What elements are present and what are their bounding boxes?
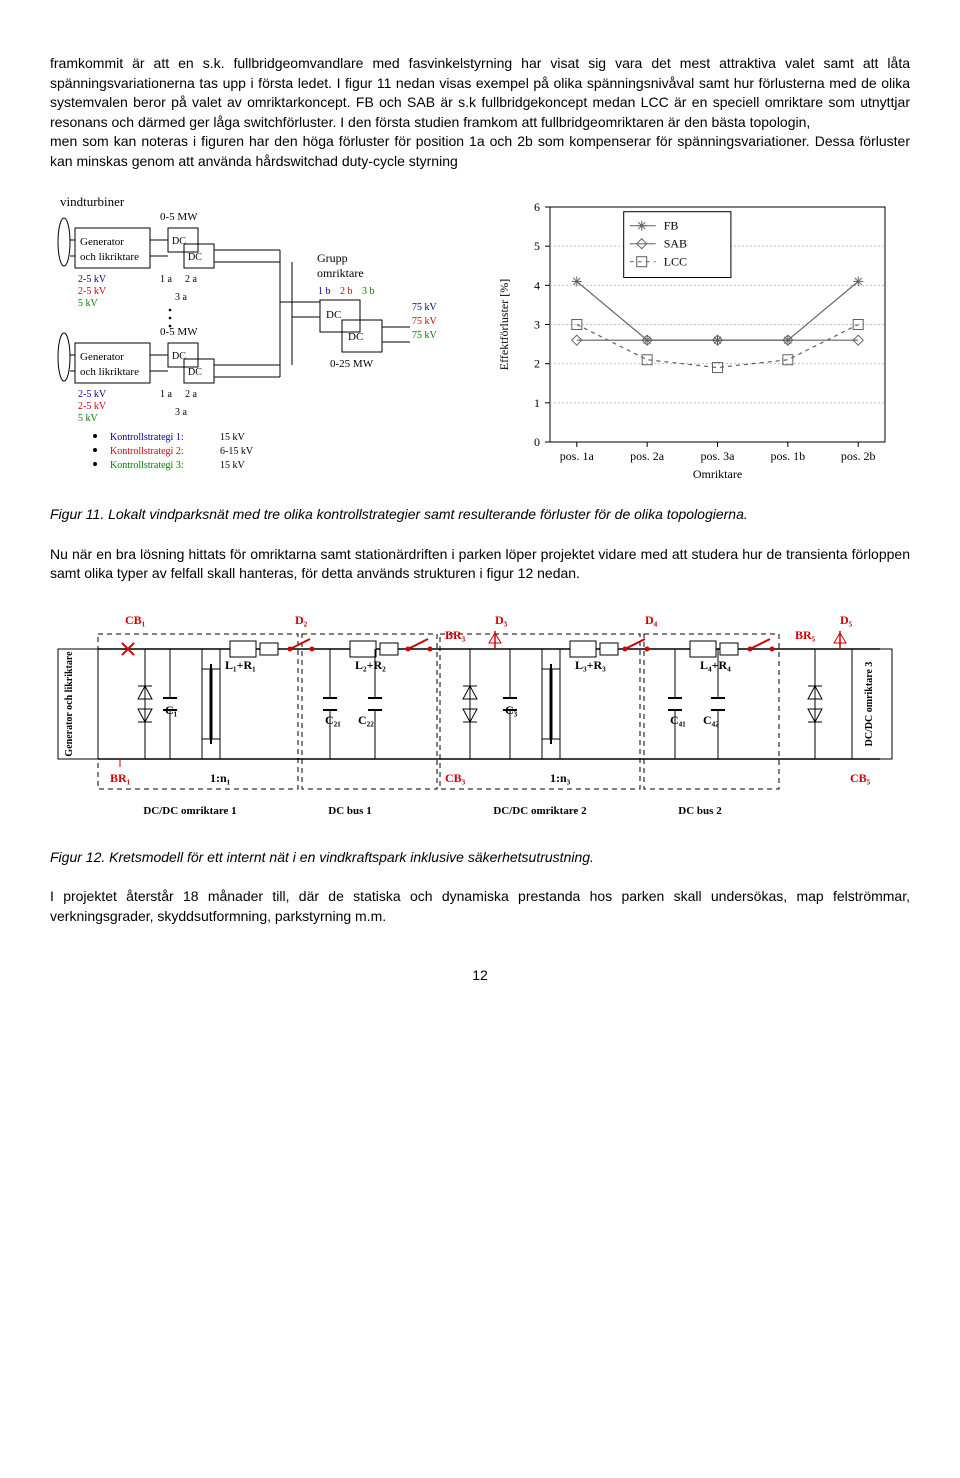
svg-text:Generator och likriktare: Generator och likriktare: [64, 651, 75, 757]
svg-text:0-5 MW: 0-5 MW: [160, 211, 198, 223]
svg-text:1: 1: [534, 395, 540, 409]
svg-text:omriktare: omriktare: [317, 266, 364, 280]
svg-text:pos. 1a: pos. 1a: [560, 449, 595, 463]
svg-text:SAB: SAB: [664, 236, 687, 250]
svg-text:D₄: D₄: [645, 613, 658, 627]
svg-text:pos. 1b: pos. 1b: [771, 449, 806, 463]
svg-text:75 kV: 75 kV: [412, 330, 438, 341]
svg-text:2 a: 2 a: [185, 389, 198, 400]
paragraph-3: I projektet återstår 18 månader till, dä…: [50, 887, 910, 926]
svg-text:DC/DC omriktare 3: DC/DC omriktare 3: [864, 662, 875, 747]
svg-text:DC: DC: [348, 331, 363, 343]
svg-text:1 b: 1 b: [318, 286, 331, 297]
svg-text:C₂₂: C₂₂: [358, 713, 374, 727]
svg-text:C₁: C₁: [165, 703, 178, 717]
svg-text:Generator: Generator: [80, 351, 124, 363]
svg-text:15 kV: 15 kV: [220, 460, 246, 471]
svg-text:DC/DC omriktare 2: DC/DC omriktare 2: [493, 805, 587, 817]
svg-text:Kontrollstrategi 1:: Kontrollstrategi 1:: [110, 432, 184, 443]
svg-text:DC: DC: [188, 252, 202, 263]
svg-text:5 kV: 5 kV: [78, 413, 99, 424]
svg-text:2 b: 2 b: [340, 286, 353, 297]
svg-text:2-5 kV: 2-5 kV: [78, 389, 107, 400]
svg-text:och likriktare: och likriktare: [80, 366, 139, 378]
svg-text:75 kV: 75 kV: [412, 316, 438, 327]
svg-text:3: 3: [534, 317, 540, 331]
paragraph-1: framkommit är att en s.k. fullbridgeomva…: [50, 54, 910, 172]
svg-text:2-5 kV: 2-5 kV: [78, 286, 107, 297]
svg-text:FB: FB: [664, 218, 679, 232]
svg-text:LCC: LCC: [664, 254, 687, 268]
svg-text:L₄+R₄: L₄+R₄: [700, 658, 731, 672]
svg-text:DC bus 1: DC bus 1: [328, 805, 371, 817]
svg-text:Grupp: Grupp: [317, 251, 348, 265]
svg-text:5 kV: 5 kV: [78, 298, 99, 309]
svg-text:BR₁: BR₁: [110, 771, 131, 785]
svg-text:3 a: 3 a: [175, 407, 188, 418]
svg-text:DC/DC omriktare 1: DC/DC omriktare 1: [143, 805, 236, 817]
svg-text:pos. 2a: pos. 2a: [630, 449, 665, 463]
svg-text:Effektförluster [%]: Effektförluster [%]: [497, 278, 511, 369]
svg-text:pos. 3a: pos. 3a: [701, 449, 736, 463]
svg-text:DC: DC: [326, 309, 341, 321]
svg-text:D₃: D₃: [495, 613, 508, 627]
svg-text:D₅: D₅: [840, 613, 853, 627]
svg-text:CB₃: CB₃: [445, 771, 466, 785]
svg-text:L₃+R₃: L₃+R₃: [575, 658, 606, 672]
svg-text:6: 6: [534, 200, 540, 214]
svg-text:CB₁: CB₁: [125, 613, 146, 627]
svg-text:1:n₁: 1:n₁: [210, 771, 231, 785]
svg-text:6-15 kV: 6-15 kV: [220, 446, 254, 457]
svg-text:3 a: 3 a: [175, 292, 188, 303]
svg-text:0: 0: [534, 435, 540, 449]
caption-figure-11: Figur 11. Lokalt vindparksnät med tre ol…: [50, 505, 910, 525]
paragraph-2: Nu när en bra lösning hittats för omrikt…: [50, 545, 910, 584]
text: men som kan noteras i figuren har den hö…: [50, 133, 910, 169]
svg-text:Kontrollstrategi 3:: Kontrollstrategi 3:: [110, 460, 184, 471]
svg-text:15 kV: 15 kV: [220, 432, 246, 443]
svg-text:DC bus 2: DC bus 2: [678, 805, 722, 817]
svg-text:Generator: Generator: [80, 236, 124, 248]
page-number: 12: [50, 966, 910, 986]
svg-text:2 a: 2 a: [185, 274, 198, 285]
svg-text:Omriktare: Omriktare: [693, 467, 742, 481]
caption-figure-12: Figur 12. Kretsmodell för ett internt nä…: [50, 848, 910, 868]
svg-text:3 b: 3 b: [362, 286, 375, 297]
svg-text:4: 4: [534, 278, 540, 292]
figure-11-left-diagram: vindturbiner Generator och likriktare 0-5 M…: [50, 192, 470, 498]
svg-text:pos. 2b: pos. 2b: [841, 449, 876, 463]
svg-text:2: 2: [534, 356, 540, 370]
figure-11-row: vindturbiner Generator och likriktare 0-5 M…: [50, 192, 910, 498]
svg-text:D₂: D₂: [295, 613, 308, 627]
svg-text:vindturbiner: vindturbiner: [60, 194, 125, 209]
text: framkommit är att en s.k. fullbridgeomva…: [50, 55, 910, 130]
svg-text:C₂₁: C₂₁: [325, 713, 341, 727]
svg-text:0-25 MW: 0-25 MW: [330, 358, 374, 370]
svg-text:2-5 kV: 2-5 kV: [78, 274, 107, 285]
svg-text:1:n₃: 1:n₃: [550, 771, 571, 785]
svg-text:DC: DC: [188, 367, 202, 378]
svg-text:C₄₁: C₄₁: [670, 713, 686, 727]
svg-text:L₁+R₁: L₁+R₁: [225, 658, 256, 672]
svg-text:CB₅: CB₅: [850, 771, 871, 785]
figure-11-right-chart: 0 1 2 3 4 5 6 pos. 1a pos. 2a pos. 3a pos. 1b pos. …: [490, 192, 890, 498]
svg-text:Kontrollstrategi 2:: Kontrollstrategi 2:: [110, 446, 184, 457]
svg-text:5: 5: [534, 239, 540, 253]
svg-text:0-5 MW: 0-5 MW: [160, 326, 198, 338]
svg-text:1 a: 1 a: [160, 389, 173, 400]
svg-text:2-5 kV: 2-5 kV: [78, 401, 107, 412]
svg-text:C₄₂: C₄₂: [703, 713, 719, 727]
svg-text:C₃: C₃: [505, 703, 518, 717]
svg-text:och likriktare: och likriktare: [80, 251, 139, 263]
svg-text:BR₃: BR₃: [445, 628, 466, 642]
svg-text:1 a: 1 a: [160, 274, 173, 285]
figure-12-circuit: Generator och likriktare DC/DC omriktare …: [50, 604, 910, 840]
svg-text:L₂+R₂: L₂+R₂: [355, 658, 386, 672]
svg-text:BR₅: BR₅: [795, 628, 816, 642]
svg-text:75 kV: 75 kV: [412, 302, 438, 313]
